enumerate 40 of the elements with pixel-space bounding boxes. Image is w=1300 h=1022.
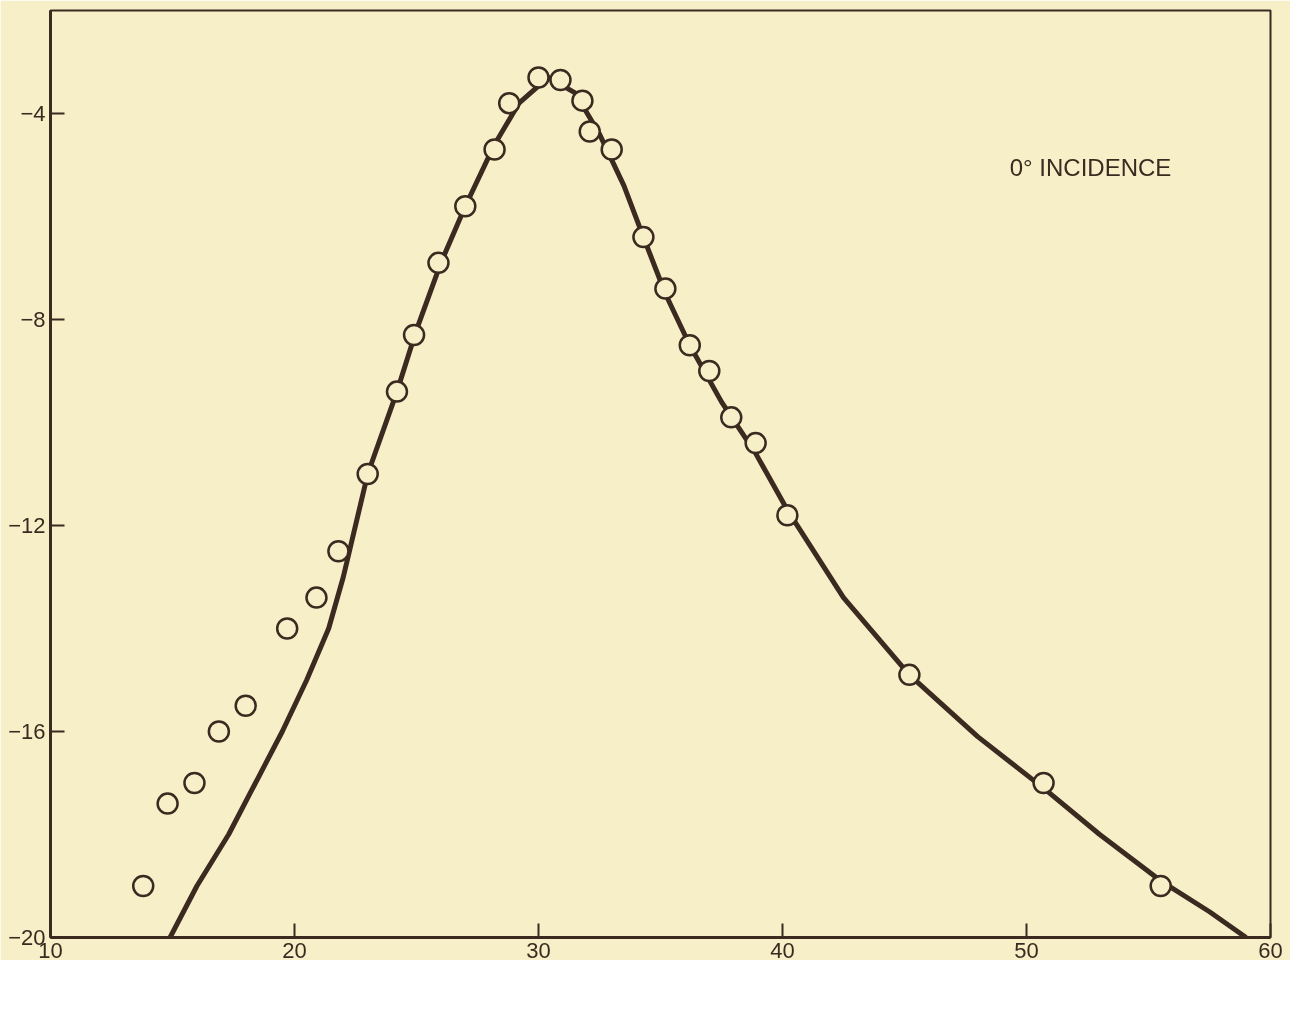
point [356, 462, 379, 486]
point [678, 334, 702, 357]
point [497, 91, 521, 115]
x-tick-label: 50 [1014, 937, 1039, 963]
y-tick-label: −4 [20, 101, 46, 126]
point [527, 66, 550, 89]
y-tick-label: −12 [8, 513, 46, 538]
point [207, 720, 231, 743]
point [131, 874, 155, 898]
point [183, 771, 206, 795]
point [654, 277, 677, 300]
point [454, 194, 477, 218]
point [483, 138, 506, 161]
point [402, 323, 426, 347]
y-tick-label: −8 [20, 307, 46, 332]
point [898, 663, 921, 687]
point [234, 694, 257, 717]
point [698, 359, 721, 383]
point [720, 406, 743, 429]
point [632, 225, 655, 249]
annotation: 0° INCIDENCE [1009, 154, 1172, 181]
point [1032, 771, 1055, 795]
point [427, 251, 450, 275]
point [156, 792, 179, 815]
point [744, 431, 767, 455]
y-tick-label: −16 [8, 719, 46, 744]
x-tick-label: 40 [770, 937, 795, 963]
point [327, 540, 350, 563]
point [571, 89, 594, 112]
point [305, 586, 328, 609]
x-tick-label: 20 [282, 937, 307, 963]
point [275, 617, 299, 640]
point [600, 138, 623, 161]
x-tick-label: 60 [1258, 937, 1283, 963]
x-tick-label: 30 [526, 937, 551, 963]
point [578, 120, 601, 143]
point [1149, 874, 1172, 898]
point [776, 503, 799, 527]
point [385, 380, 409, 403]
point [549, 68, 572, 92]
